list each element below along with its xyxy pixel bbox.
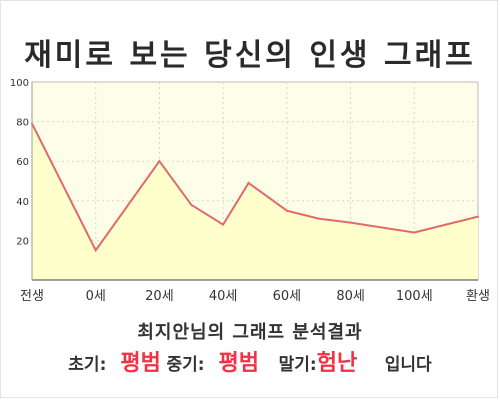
x-tick-label: 20세 xyxy=(145,289,174,304)
data-point xyxy=(317,217,320,220)
data-point xyxy=(477,215,479,218)
result-suffix: 입니다 xyxy=(384,355,432,375)
area-fill xyxy=(32,123,478,280)
data-point xyxy=(222,223,225,226)
data-point xyxy=(94,249,97,252)
y-tick-label: 100 xyxy=(10,78,29,89)
x-tick-label: 100세 xyxy=(396,289,433,304)
x-tick-label: 60세 xyxy=(273,289,302,304)
analysis-subtitle: 최지안님의 그래프 분석결과 xyxy=(137,322,363,343)
page-title: 재미로 보는 당신의 인생 그래프 xyxy=(24,38,476,73)
late-label: 말기: xyxy=(278,355,317,375)
x-axis-ticks: 전생 0세 20세 40세 60세 80세 100세 환생 xyxy=(20,289,490,304)
mid-value: 평범 xyxy=(218,351,260,376)
y-axis-ticks: 20 40 60 80 100 xyxy=(10,78,29,247)
y-tick-label: 40 xyxy=(16,197,29,208)
x-tick-label: 전생 xyxy=(20,289,44,304)
data-point xyxy=(349,221,352,224)
result-line: 초기: 평범 중기: 평범 말기:험난 입니다 xyxy=(0,345,500,377)
x-tick-label: 환생 xyxy=(466,289,490,304)
early-label: 초기: xyxy=(68,355,107,375)
data-point xyxy=(190,203,193,206)
data-points xyxy=(31,122,479,252)
y-tick-label: 80 xyxy=(16,118,29,129)
x-tick-label: 0세 xyxy=(86,289,106,304)
data-point xyxy=(413,231,416,234)
data-point xyxy=(285,209,288,212)
late-value: 험난 xyxy=(316,351,358,376)
y-tick-label: 60 xyxy=(16,157,29,168)
y-tick-label: 20 xyxy=(16,236,29,247)
early-value: 평범 xyxy=(120,351,161,376)
mid-label: 중기: xyxy=(166,355,205,375)
x-tick-label: 80세 xyxy=(336,289,365,304)
data-point xyxy=(158,160,161,163)
x-tick-label: 40세 xyxy=(209,289,238,304)
data-point xyxy=(247,181,250,184)
